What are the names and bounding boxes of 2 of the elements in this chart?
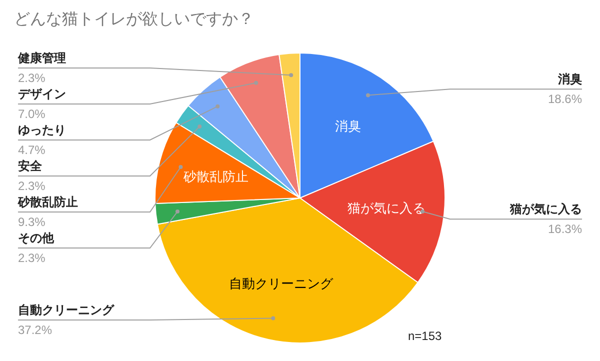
annotation: n=153 xyxy=(408,329,442,343)
title: どんな猫トイレが欲しいですか？ xyxy=(14,11,254,28)
